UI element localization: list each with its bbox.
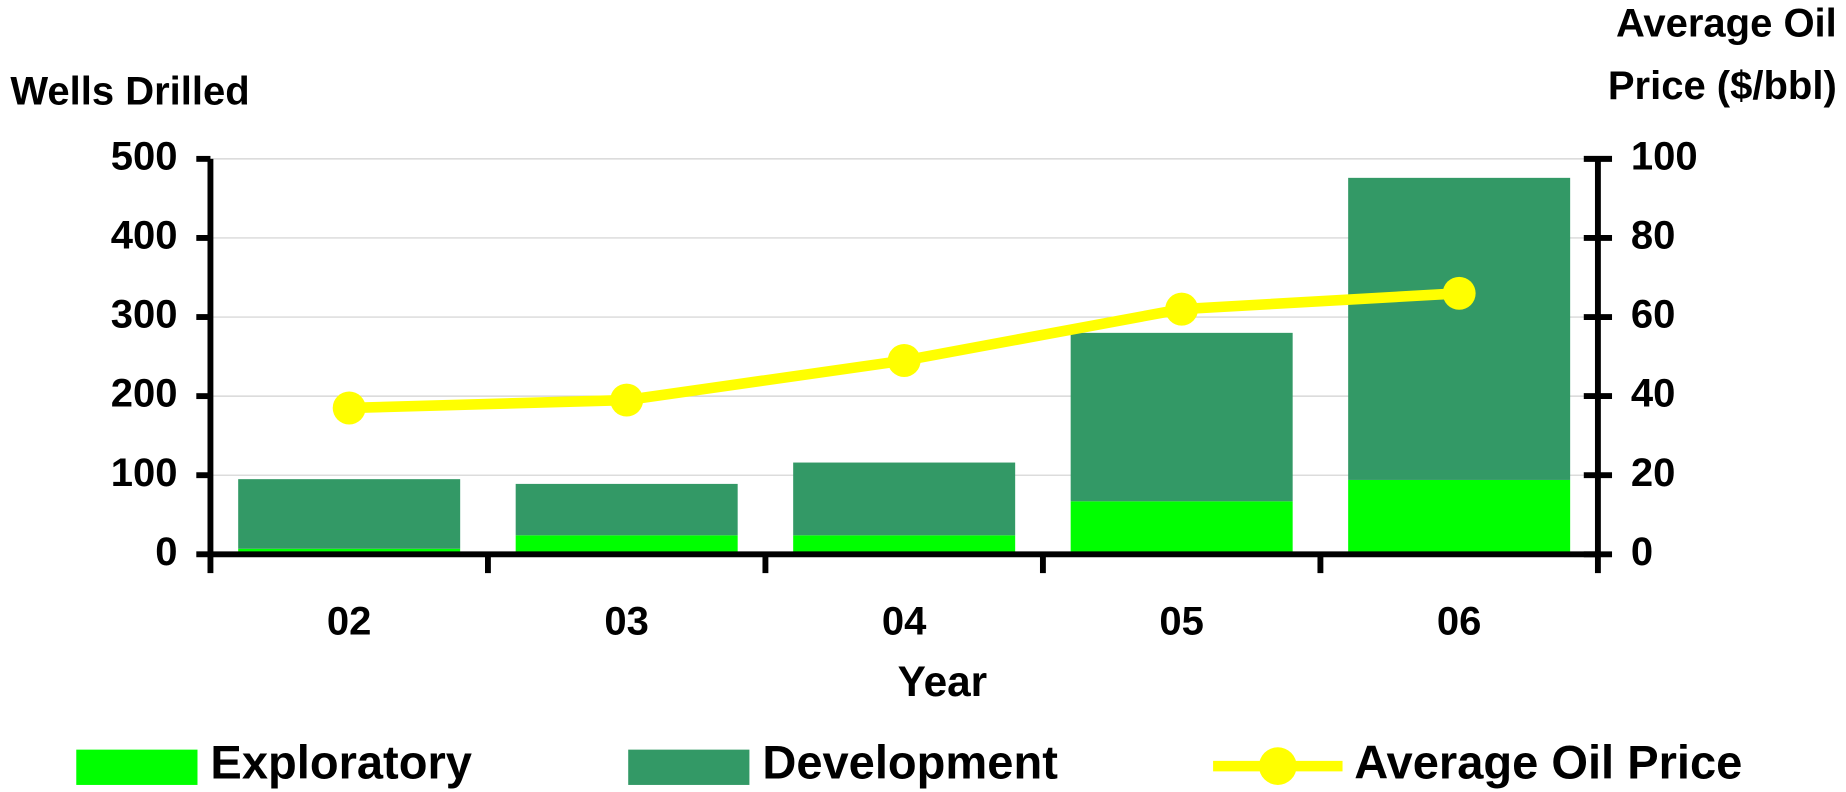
line-marker xyxy=(887,344,921,378)
y2-tick-label: 60 xyxy=(1631,293,1676,337)
legend-swatch xyxy=(1258,747,1297,785)
y-tick-label: 300 xyxy=(111,293,178,337)
y2-tick-label: 40 xyxy=(1631,372,1676,416)
line-marker xyxy=(1165,292,1199,326)
line-marker xyxy=(332,391,366,425)
y2-tick-label: 0 xyxy=(1631,530,1653,574)
legend-label: Development xyxy=(762,736,1058,789)
x-tick-label: 05 xyxy=(1159,599,1204,643)
y-axis-title: Wells Drilled xyxy=(10,70,249,114)
bar xyxy=(515,483,738,536)
y2-axis-title: Average Oil xyxy=(1616,1,1837,45)
y-tick-label: 0 xyxy=(155,530,177,574)
bar xyxy=(793,462,1016,536)
y-tick-label: 400 xyxy=(111,214,178,258)
bar xyxy=(1070,332,1293,502)
x-axis-title: Year xyxy=(898,658,988,705)
legend-label: Average Oil Price xyxy=(1354,736,1742,789)
y2-axis-title: Price ($/bbl) xyxy=(1608,64,1837,108)
legend-swatch xyxy=(628,749,750,785)
line-marker xyxy=(610,383,644,417)
y2-tick-label: 80 xyxy=(1631,214,1676,258)
y2-tick-label: 100 xyxy=(1631,134,1698,178)
y-tick-label: 500 xyxy=(111,134,178,178)
bar xyxy=(1348,177,1571,480)
bar xyxy=(1070,501,1293,555)
line-marker xyxy=(1442,276,1476,310)
x-tick-label: 02 xyxy=(327,599,372,643)
y-tick-label: 200 xyxy=(111,372,178,416)
x-tick-label: 03 xyxy=(604,599,649,643)
y2-tick-label: 20 xyxy=(1631,451,1676,495)
y-tick-label: 100 xyxy=(111,451,178,495)
bar xyxy=(1348,479,1571,555)
bar xyxy=(515,535,738,555)
legend-label: Exploratory xyxy=(210,736,472,789)
legend-swatch xyxy=(76,749,198,785)
bar xyxy=(793,535,1016,555)
x-tick-label: 04 xyxy=(882,599,927,643)
bar xyxy=(238,479,461,549)
x-tick-label: 06 xyxy=(1437,599,1481,643)
